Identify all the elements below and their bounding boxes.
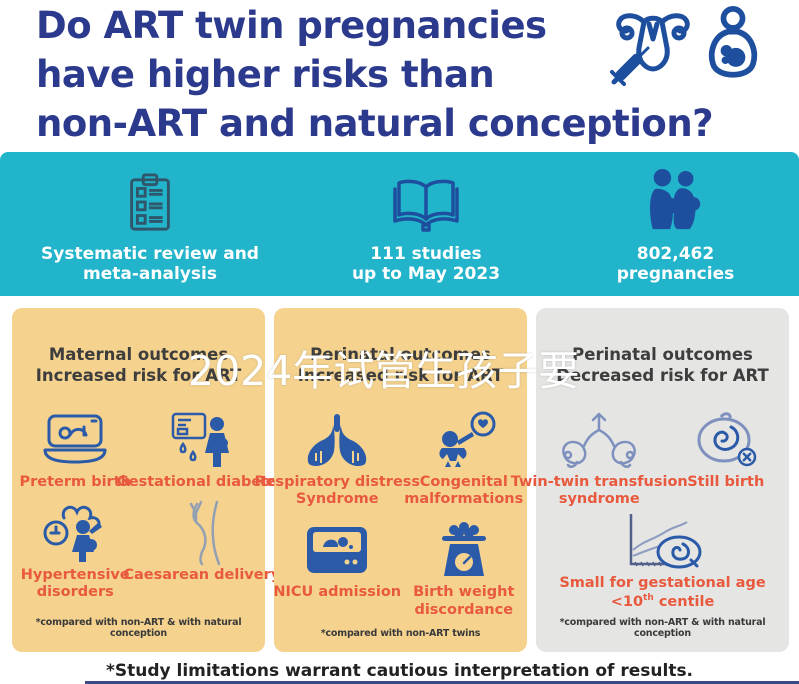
item-birth-weight-discordance: Birth weight discordance	[401, 521, 528, 618]
growth-chart-icon	[617, 512, 709, 570]
pregnant-mother-icon	[704, 6, 762, 88]
item-respiratory-distress: Respiratory distress Syndrome	[254, 411, 420, 508]
page-title: Do ART twin pregnancies have higher risk…	[36, 1, 714, 148]
card-footnote: *compared with non-ART twins	[320, 628, 481, 639]
page-title-line: Do ART twin pregnancies	[36, 4, 547, 47]
stat-label-line: Systematic review and	[41, 244, 259, 265]
stat-label-line: meta-analysis	[83, 264, 217, 284]
stat-label-line: up to May 2023	[351, 264, 501, 284]
lungs-icon	[304, 411, 370, 469]
page-title-line: have higher risks than	[36, 53, 495, 96]
item-label: Twin-twin transfusion syndrome	[510, 474, 688, 508]
open-book-icon	[390, 169, 462, 233]
bottom-bar	[85, 681, 799, 684]
ivf-uterus-syringe-icon	[608, 6, 694, 90]
item-label: Caesarean delivery	[123, 567, 281, 584]
baby-magnifier-icon	[430, 411, 498, 469]
item-nicu-admission: NICU admission	[273, 521, 401, 618]
stat-studies: 111 studies up to May 2023	[300, 152, 552, 296]
item-label: Respiratory distress Syndrome	[254, 474, 421, 508]
twin-fetus-icon	[557, 411, 641, 469]
item-congenital-malformations: Congenital malformations	[401, 411, 528, 508]
card-footnote: *compared with non-ART & with natural co…	[35, 617, 242, 639]
stat-label-line: 111 studies	[370, 244, 482, 265]
card-title: Perinatal outcomes Increased risk for AR…	[274, 344, 527, 386]
item-hypertensive-disorders: Hypertensive disorders	[12, 504, 139, 601]
glucose-monitor-icon	[170, 411, 234, 469]
stat-label: 111 studies up to May 2023	[352, 245, 500, 284]
weighing-scale-icon	[433, 521, 495, 579]
card-items: Twin-twin transfusion syndrome	[511, 411, 790, 508]
card-title-line: Maternal outcomes	[48, 345, 229, 364]
card-perinatal-decreased: Perinatal outcomes Decreased risk for AR…	[511, 308, 790, 652]
clipboard-checklist-icon	[124, 169, 176, 233]
item-still-birth: Still birth	[663, 411, 790, 508]
pregnant-women-icon	[645, 169, 707, 233]
stat-pregnancies: 802,462 pregnancies	[552, 152, 799, 296]
footer-disclaimer: *Study limitations warrant cautious inte…	[105, 661, 694, 681]
blood-pressure-icon	[39, 504, 111, 563]
item-label-text: centile	[653, 593, 715, 610]
stat-label: Systematic review and meta-analysis	[41, 245, 259, 284]
item-label: Birth weight discordance	[413, 584, 515, 618]
card-footnote: *compared with non-ART & with natural co…	[559, 617, 766, 639]
stillbirth-icon	[693, 411, 759, 469]
nicu-incubator-icon	[305, 521, 369, 579]
card-maternal-outcomes: Maternal outcomes Increased risk for ART	[12, 308, 287, 652]
card-perinatal-increased: Perinatal outcomes Increased risk for AR…	[254, 308, 528, 652]
item-label: Gestational diabetes	[116, 474, 287, 491]
card-items: Preterm birth	[12, 411, 287, 601]
stats-band: Systematic review and meta-analysis 111 …	[0, 152, 799, 296]
item-label: Small for gestational age <10th centile	[549, 575, 777, 610]
stat-systematic-review: Systematic review and meta-analysis	[0, 152, 300, 296]
stat-label: 802,462 pregnancies	[617, 245, 734, 284]
card-title: Perinatal outcomes Decreased risk for AR…	[536, 344, 789, 386]
card-title-line: Perinatal outcomes	[310, 345, 491, 364]
item-label: Still birth	[687, 474, 765, 491]
item-label: Congenital malformations	[404, 474, 524, 508]
item-twin-twin-transfusion: Twin-twin transfusion syndrome	[511, 411, 688, 508]
card-title-line: Increased risk for ART	[297, 366, 504, 386]
item-label-superscript: th	[643, 592, 654, 603]
item-small-for-gestational-age: Small for gestational age <10th centile	[536, 512, 789, 610]
card-title-line: Perinatal outcomes	[572, 345, 753, 364]
card-title: Maternal outcomes Increased risk for ART	[12, 344, 265, 386]
stat-label-line: 802,462	[636, 244, 715, 265]
item-label: Hypertensive disorders	[20, 567, 130, 601]
outcome-cards: Maternal outcomes Increased risk for ART	[12, 308, 789, 652]
item-label: Preterm birth	[19, 474, 131, 491]
belly-profile-icon	[179, 501, 225, 566]
item-gestational-diabetes: Gestational diabetes	[117, 411, 287, 491]
page-title-line: non-ART and natural conception?	[36, 102, 714, 145]
item-label-text: Small for gestational age <10	[559, 575, 766, 610]
item-preterm-birth: Preterm birth	[12, 411, 139, 491]
incubator-icon	[40, 411, 110, 469]
card-title-line: Decreased risk for ART	[556, 366, 769, 386]
stat-label-line: pregnancies	[616, 264, 735, 284]
card-items: Respiratory distress Syndrome	[254, 411, 528, 618]
card-title-line: Increased risk for ART	[35, 366, 242, 386]
item-label: NICU admission	[273, 584, 402, 601]
item-caesarean-delivery: Caesarean delivery	[123, 501, 280, 601]
